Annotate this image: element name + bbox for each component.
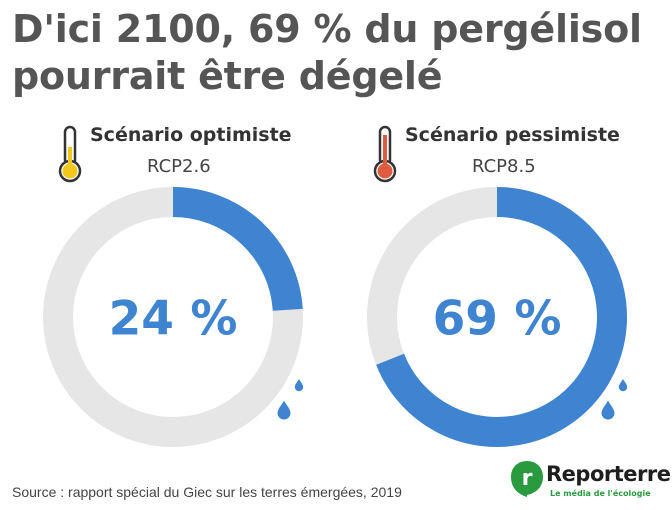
water-drop-icon [294, 379, 304, 392]
scenario-label: Scénario pessimiste [405, 124, 620, 146]
title-line-2: pourrait être dégelé [12, 54, 443, 98]
donut-chart-optimistic: 24 % [43, 187, 304, 447]
scenario-pessimistic-header: Scénario pessimiste RCP8.5 [370, 120, 660, 190]
reporterre-logo-icon: r [511, 461, 543, 497]
scenario-rcp: RCP2.6 [147, 156, 211, 177]
scenario-label: Scénario optimiste [90, 124, 292, 146]
water-drop-icon [618, 379, 628, 392]
donut-slice-thawed [172, 187, 303, 312]
title-line-1: D'ici 2100, 69 % du pergélisol [12, 7, 642, 51]
brand-logo: r Reporterre Le média de l'écologie [510, 460, 671, 504]
source-note: Source : rapport spécial du Giec sur les… [12, 484, 402, 500]
scenario-rcp: RCP8.5 [472, 156, 536, 177]
thermometer-icon [58, 125, 82, 183]
water-drop-icon [277, 400, 291, 420]
page-title: D'ici 2100, 69 % du pergélisol pourrait … [12, 6, 662, 100]
water-drop-icon [601, 400, 615, 420]
donut-chart-pessimistic: 69 % [367, 187, 628, 447]
thermometer-icon [373, 125, 397, 183]
svg-text:r: r [522, 466, 533, 491]
donut-slice-thawed [376, 187, 627, 447]
scenario-optimistic-header: Scénario optimiste RCP2.6 [55, 120, 315, 190]
center-value-label: 69 % [433, 292, 562, 347]
center-value-label: 24 % [109, 292, 238, 347]
brand-name: Reporterre [546, 462, 671, 486]
brand-tagline: Le média de l'écologie [550, 489, 651, 498]
